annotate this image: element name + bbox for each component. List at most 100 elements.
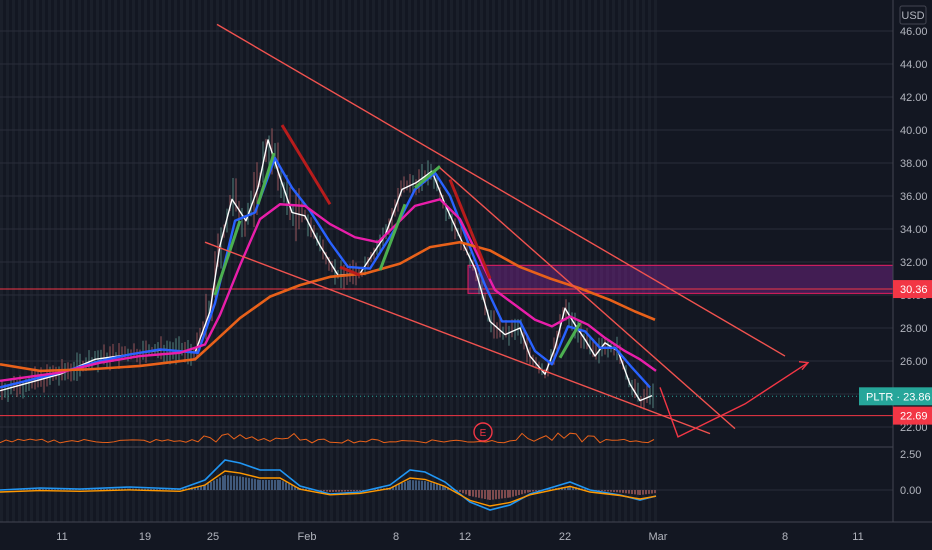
stripe [42, 0, 45, 522]
stripe [246, 0, 249, 522]
stripe [648, 0, 651, 522]
y-tick-label: 34.00 [900, 224, 928, 236]
x-tick-label: 11 [56, 531, 67, 543]
earnings-marker-label: E [480, 428, 487, 439]
stripe [618, 0, 621, 522]
stripe [228, 0, 231, 522]
x-tick-label: 19 [139, 531, 151, 543]
bearish-segments [280, 124, 492, 280]
y-tick-label: 28.00 [900, 323, 928, 335]
stripe [18, 0, 21, 522]
stripe [144, 0, 147, 522]
price-tag-text: 22.69 [900, 411, 928, 423]
stripe [414, 0, 417, 522]
stripe [654, 0, 657, 522]
stripe [450, 0, 453, 522]
stripe [546, 0, 549, 522]
stripe [564, 0, 567, 522]
stripe [276, 0, 279, 522]
ma-line-3 [0, 198, 657, 382]
currency-label: USD [901, 10, 924, 22]
stripe [78, 0, 81, 522]
stripe [534, 0, 537, 522]
stripe [204, 0, 207, 522]
stripe [150, 0, 153, 522]
y-tick-label: 36.00 [900, 191, 928, 203]
stripe [294, 0, 297, 522]
y-tick-label: 26.00 [900, 356, 928, 368]
stripe [282, 0, 285, 522]
stripe [636, 0, 639, 522]
stripe [114, 0, 117, 522]
stripe [504, 0, 507, 522]
stripe [408, 0, 411, 522]
bullish-segments [213, 152, 582, 359]
x-tick-label: 8 [393, 531, 399, 543]
stripe [168, 0, 171, 522]
ma-line-4 [0, 240, 656, 373]
stripe [258, 0, 261, 522]
x-tick-label: 12 [459, 531, 471, 543]
y-tick-label: 38.00 [900, 158, 928, 170]
stripe [234, 0, 237, 522]
stripe [384, 0, 387, 522]
y-tick-label: 44.00 [900, 59, 928, 71]
y-tick-label: 42.00 [900, 92, 928, 104]
stripe [624, 0, 627, 522]
currency-box [899, 5, 927, 25]
stripe [606, 0, 609, 522]
volume-line [0, 432, 655, 444]
stripe [438, 0, 441, 522]
stripe [300, 0, 303, 522]
price-tag-level [893, 406, 932, 425]
stripe [36, 0, 39, 522]
stripe [594, 0, 597, 522]
stripe [264, 0, 267, 522]
stripe [186, 0, 189, 522]
stripe [312, 0, 315, 522]
ma-line-1 [0, 139, 653, 402]
stripe [174, 0, 177, 522]
stripe [486, 0, 489, 522]
stripe [420, 0, 423, 522]
stripe [612, 0, 615, 522]
price-scale [893, 0, 932, 550]
stripe [210, 0, 213, 522]
stripe [498, 0, 501, 522]
stripe [108, 0, 111, 522]
stripe [180, 0, 183, 522]
stripe [570, 0, 573, 522]
stripe [72, 0, 75, 522]
stripe [432, 0, 435, 522]
stripe [426, 0, 429, 522]
stripe [516, 0, 519, 522]
stripe [126, 0, 129, 522]
stripe [24, 0, 27, 522]
stripe [462, 0, 465, 522]
x-tick-label: 22 [559, 531, 571, 543]
x-tick-label: 8 [782, 531, 788, 543]
trend-line [216, 23, 786, 357]
stripe [378, 0, 381, 522]
stripe [552, 0, 555, 522]
stripe [528, 0, 531, 522]
x-tick-label: 11 [852, 531, 863, 543]
stripe [630, 0, 633, 522]
stripe [6, 0, 9, 522]
trend-line [204, 241, 711, 435]
projection-arrowhead [798, 360, 810, 371]
projection-path [659, 362, 809, 438]
signal-line [0, 470, 657, 507]
y-tick-label: 22.00 [900, 422, 928, 434]
macd-line [0, 459, 657, 511]
earnings-marker [473, 422, 493, 442]
stripe [138, 0, 141, 522]
y-tick-label: 46.00 [900, 26, 928, 38]
stripe [558, 0, 561, 522]
stripe [132, 0, 135, 522]
price-tag-pltr [859, 387, 932, 406]
stripe [120, 0, 123, 522]
stripe [396, 0, 399, 522]
